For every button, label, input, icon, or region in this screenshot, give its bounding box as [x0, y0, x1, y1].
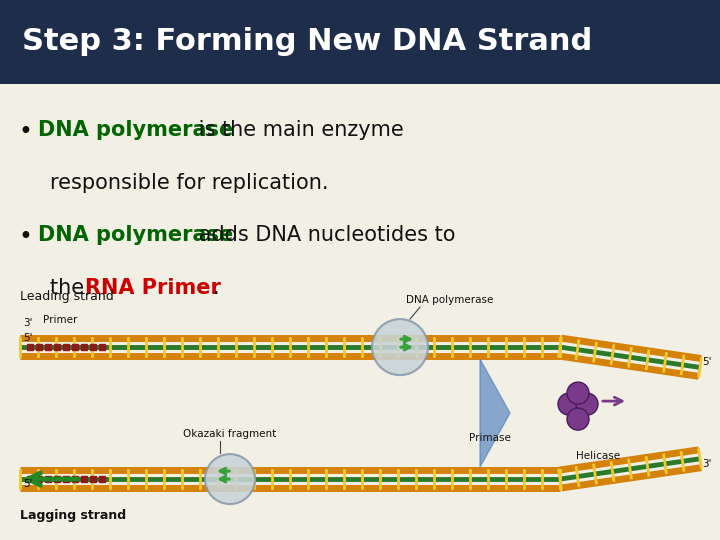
Polygon shape [480, 359, 510, 467]
Text: DNA polymerase: DNA polymerase [38, 120, 233, 140]
Text: is the main enzyme: is the main enzyme [192, 120, 404, 140]
Text: .: . [213, 278, 220, 298]
Circle shape [576, 393, 598, 415]
Text: responsible for replication.: responsible for replication. [50, 173, 328, 193]
Text: Step 3: Forming New DNA Strand: Step 3: Forming New DNA Strand [22, 28, 592, 56]
Circle shape [567, 408, 589, 430]
Text: RNA Primer: RNA Primer [85, 278, 221, 298]
Text: Okazaki fragment: Okazaki fragment [184, 429, 276, 439]
Circle shape [205, 454, 255, 504]
Text: 5': 5' [23, 333, 32, 343]
Text: •: • [18, 226, 32, 249]
Text: Primer: Primer [42, 315, 77, 325]
Text: adds DNA nucleotides to: adds DNA nucleotides to [192, 226, 456, 246]
Text: •: • [18, 120, 32, 144]
Circle shape [372, 319, 428, 375]
Circle shape [567, 382, 589, 404]
Text: 3': 3' [23, 318, 32, 328]
Text: DNA polymerase: DNA polymerase [38, 226, 233, 246]
Text: Helicase: Helicase [576, 451, 620, 461]
Text: Leading strand: Leading strand [20, 290, 114, 303]
Text: 5': 5' [23, 479, 32, 489]
Text: 5': 5' [702, 357, 711, 367]
Circle shape [558, 393, 580, 415]
Text: DNA polymerase: DNA polymerase [406, 295, 494, 305]
Text: Primase: Primase [469, 433, 511, 443]
Text: the: the [50, 278, 91, 298]
Text: Lagging strand: Lagging strand [20, 509, 126, 522]
Text: 3': 3' [702, 459, 711, 469]
